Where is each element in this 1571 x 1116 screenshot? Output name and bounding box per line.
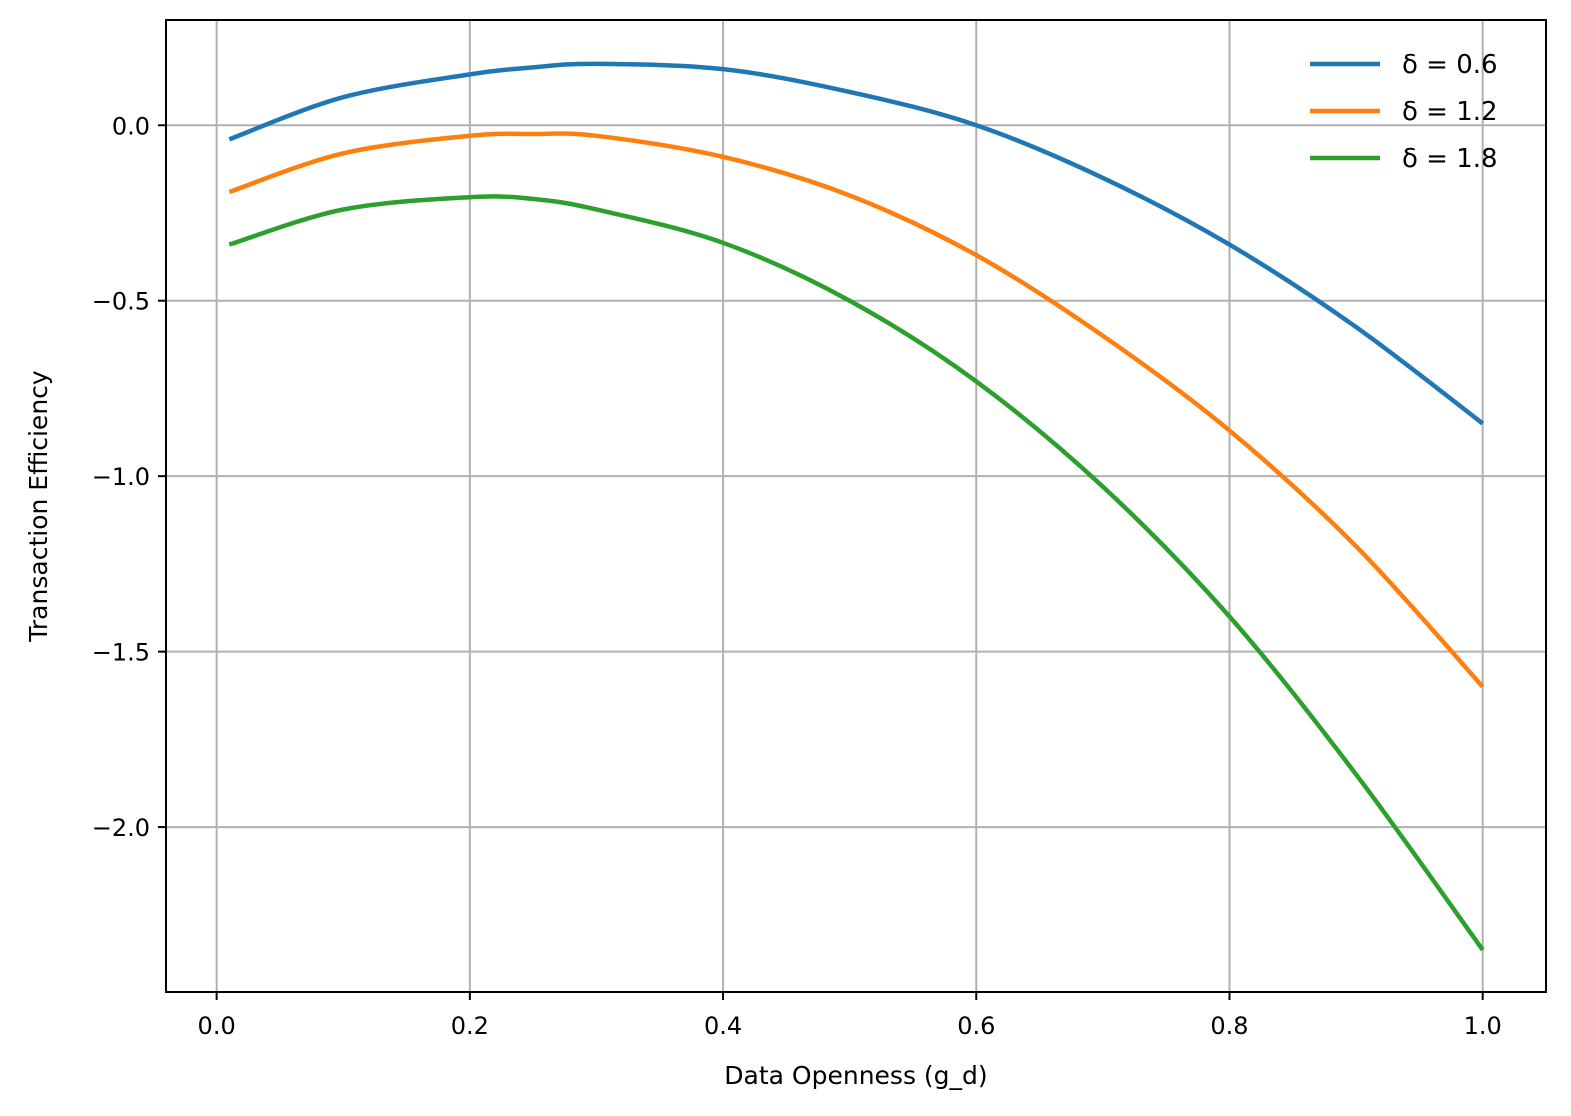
legend-label-0: δ = 0.6	[1402, 50, 1498, 80]
series-line-0	[228, 61, 1485, 426]
y-tick-label-2: −1.0	[92, 463, 150, 491]
x-tick-label-1: 0.2	[451, 1012, 489, 1040]
legend: δ = 0.6 δ = 1.2 δ = 1.8	[1310, 50, 1498, 174]
x-tick-label-5: 1.0	[1464, 1012, 1502, 1040]
x-tick-label-4: 0.8	[1210, 1012, 1248, 1040]
series-line-2	[228, 194, 1485, 952]
x-tick-label-2: 0.4	[704, 1012, 742, 1040]
plot-frame	[165, 19, 1547, 993]
y-tick-label-1: −0.5	[92, 288, 150, 316]
y-tick-label-3: −1.5	[92, 639, 150, 667]
grid-lines	[166, 20, 1546, 992]
y-tick-label-4: −2.0	[92, 814, 150, 842]
y-tick-label-0: 0.0	[112, 112, 150, 140]
x-tick-label-3: 0.6	[957, 1012, 995, 1040]
legend-label-1: δ = 1.2	[1402, 97, 1498, 127]
x-tick-label-0: 0.0	[198, 1012, 236, 1040]
x-axis-title: Data Openness (g_d)	[724, 1061, 987, 1090]
series-line-1	[228, 131, 1485, 689]
x-axis-ticks: 0.0 0.2 0.4 0.6 0.8 1.0	[198, 992, 1502, 1040]
legend-label-2: δ = 1.8	[1402, 144, 1498, 174]
y-axis-title: Transaction Efficiency	[24, 370, 53, 643]
y-axis-ticks: 0.0 −0.5 −1.0 −1.5 −2.0	[92, 112, 166, 842]
series-lines	[228, 61, 1485, 952]
